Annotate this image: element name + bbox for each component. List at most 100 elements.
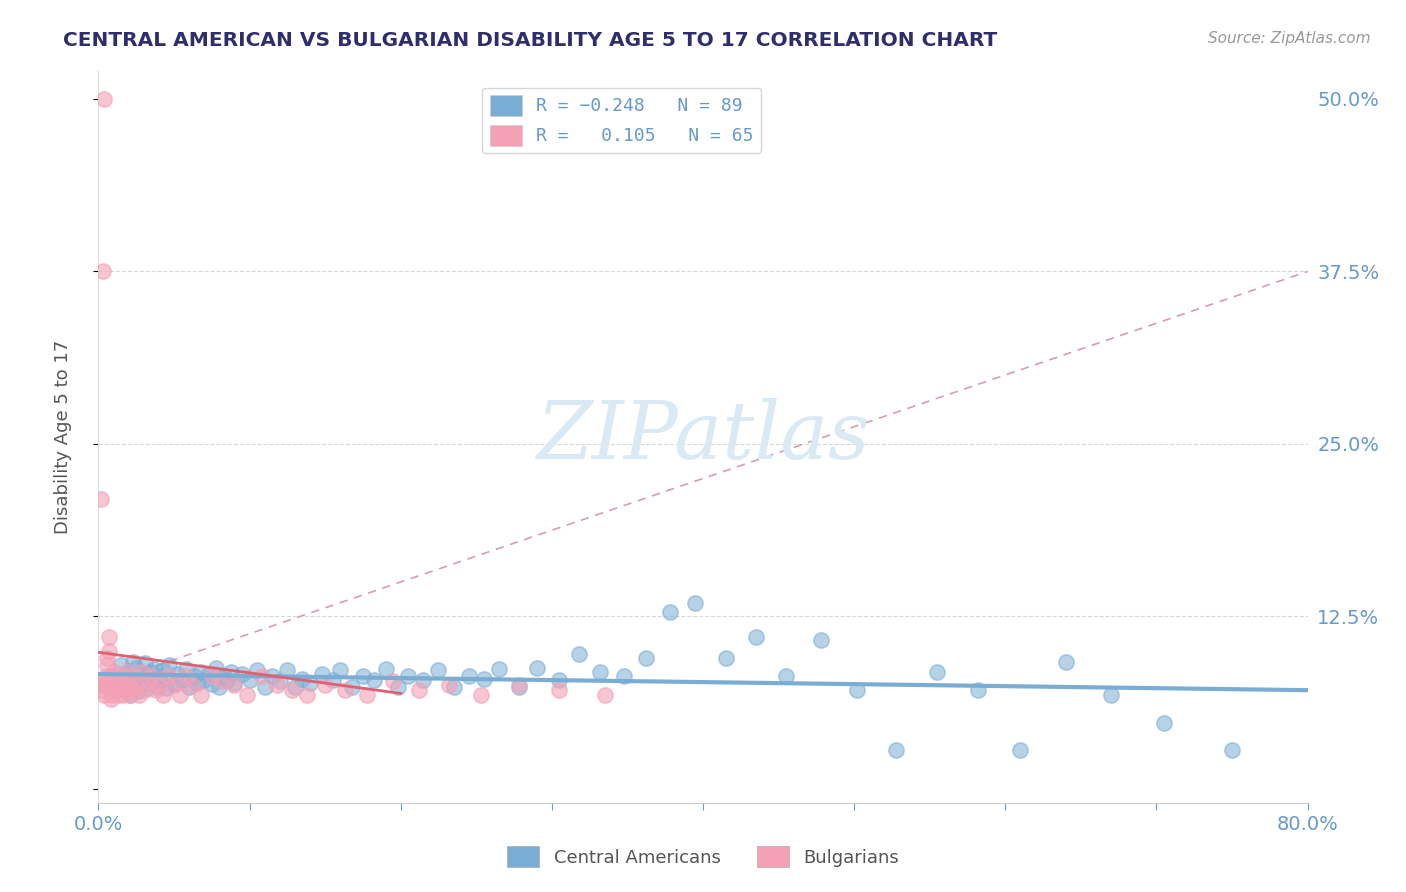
Point [269, 674, 291, 689]
Point [548, 682, 571, 697]
Point [356, 688, 378, 702]
Point [114, 682, 136, 697]
Point [291, 672, 314, 686]
Point [470, 688, 492, 702]
Point [1054, 655, 1077, 669]
Point [122, 682, 145, 697]
Point [186, 675, 208, 690]
Y-axis label: Disability Age 5 to 17: Disability Age 5 to 17 [53, 340, 72, 534]
Point [120, 688, 142, 702]
Point [105, 682, 128, 697]
Point [91, 264, 114, 278]
Point [170, 673, 193, 687]
Point [745, 630, 768, 644]
Point [118, 678, 141, 692]
Point [593, 688, 616, 702]
Point [810, 632, 832, 647]
Point [775, 669, 797, 683]
Point [1220, 743, 1243, 757]
Point [193, 673, 215, 687]
Point [149, 674, 172, 689]
Point [224, 678, 246, 692]
Point [333, 682, 356, 697]
Point [148, 678, 170, 692]
Text: CENTRAL AMERICAN VS BULGARIAN DISABILITY AGE 5 TO 17 CORRELATION CHART: CENTRAL AMERICAN VS BULGARIAN DISABILITY… [63, 31, 997, 50]
Point [103, 665, 125, 679]
Point [239, 673, 262, 687]
Point [205, 660, 228, 674]
Point [508, 680, 530, 694]
Point [246, 663, 269, 677]
Point [145, 682, 167, 697]
Point [235, 688, 257, 702]
Point [111, 688, 134, 702]
Point [100, 678, 122, 692]
Point [714, 651, 737, 665]
Point [91, 674, 114, 689]
Point [124, 677, 146, 691]
Point [266, 678, 288, 692]
Point [104, 674, 127, 689]
Point [183, 669, 205, 683]
Point [212, 669, 235, 683]
Text: ZIPatlas: ZIPatlas [536, 399, 870, 475]
Point [155, 681, 177, 696]
Point [107, 688, 129, 702]
Point [100, 669, 122, 683]
Point [568, 647, 591, 661]
Point [115, 665, 138, 679]
Point [96, 657, 118, 672]
Point [101, 669, 124, 683]
Point [98, 630, 121, 644]
Point [526, 660, 548, 674]
Point [427, 663, 450, 677]
Point [1153, 715, 1175, 730]
Point [548, 673, 571, 687]
Point [115, 665, 138, 679]
Point [136, 674, 159, 689]
Point [174, 669, 197, 683]
Point [91, 678, 114, 692]
Point [122, 655, 145, 669]
Point [156, 669, 179, 683]
Point [108, 669, 131, 683]
Point [134, 682, 156, 697]
Point [159, 657, 181, 672]
Point [408, 682, 430, 697]
Point [437, 678, 460, 692]
Point [98, 644, 121, 658]
Point [658, 605, 681, 619]
Point [135, 681, 157, 696]
Point [163, 677, 186, 691]
Point [141, 673, 163, 687]
Point [152, 688, 174, 702]
Point [197, 667, 219, 681]
Point [163, 678, 186, 692]
Legend: Central Americans, Bulgarians: Central Americans, Bulgarians [499, 839, 907, 874]
Point [110, 678, 132, 692]
Point [224, 675, 246, 690]
Point [132, 675, 155, 690]
Point [152, 663, 174, 677]
Point [90, 682, 112, 697]
Point [508, 678, 530, 692]
Point [190, 688, 212, 702]
Point [166, 667, 188, 681]
Point [201, 669, 224, 683]
Point [148, 669, 170, 683]
Point [121, 672, 143, 686]
Point [457, 669, 479, 683]
Point [94, 678, 117, 692]
Point [101, 688, 124, 702]
Point [112, 672, 135, 686]
Point [967, 682, 990, 697]
Point [141, 669, 163, 683]
Point [93, 92, 115, 106]
Point [100, 692, 122, 706]
Point [127, 684, 149, 698]
Point [169, 688, 191, 702]
Text: Source: ZipAtlas.com: Source: ZipAtlas.com [1208, 31, 1371, 46]
Point [181, 678, 204, 692]
Point [846, 682, 869, 697]
Point [105, 674, 128, 689]
